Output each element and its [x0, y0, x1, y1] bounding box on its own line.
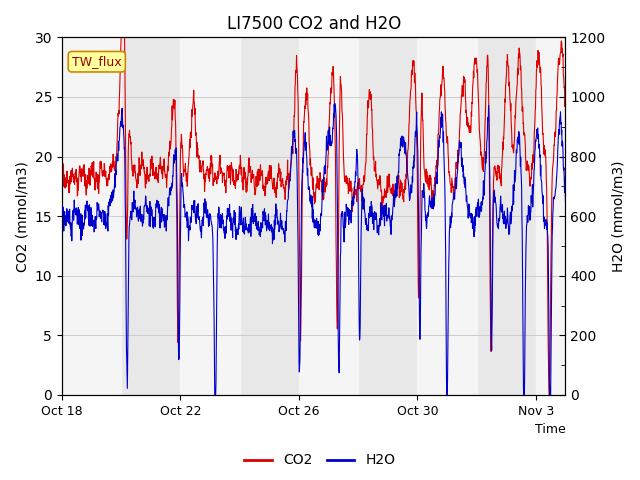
X-axis label: Time: Time — [534, 423, 566, 436]
Bar — [299, 37, 358, 395]
Title: LI7500 CO2 and H2O: LI7500 CO2 and H2O — [227, 15, 401, 33]
Bar — [417, 37, 477, 395]
Y-axis label: H2O (mmol/m3): H2O (mmol/m3) — [611, 160, 625, 272]
Y-axis label: CO2 (mmol/m3): CO2 (mmol/m3) — [15, 161, 29, 272]
Bar — [180, 37, 239, 395]
Bar — [536, 37, 566, 395]
Legend: CO2, H2O: CO2, H2O — [239, 448, 401, 473]
Bar — [62, 37, 121, 395]
Text: TW_flux: TW_flux — [72, 55, 122, 68]
